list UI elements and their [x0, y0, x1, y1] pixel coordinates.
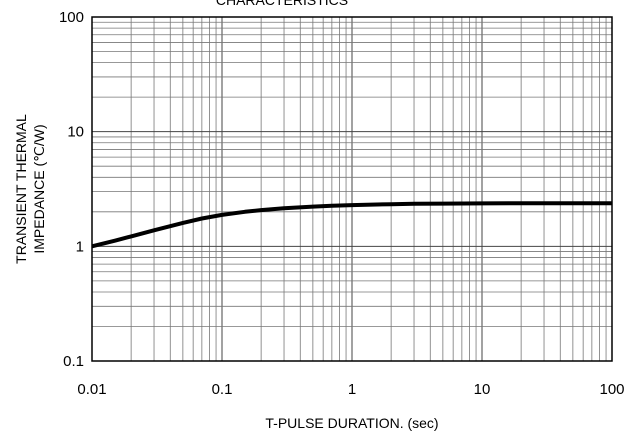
- y-tick-label: 100: [59, 9, 84, 26]
- chart-title: CHARACTERISTICS: [216, 0, 348, 8]
- y-tick-label: 10: [67, 124, 84, 141]
- y-tick-labels: 0.1 1 10 100: [59, 9, 84, 370]
- x-tick-label: 100: [599, 381, 624, 398]
- y-axis-label-line-1: TRANSIENT THERMAL: [13, 114, 29, 264]
- x-tick-label: 1: [348, 381, 356, 398]
- y-axis-label-line-2: IMPEDANCE (℃/W): [31, 124, 47, 253]
- grid: [92, 17, 612, 361]
- x-tick-labels: 0.01 0.1 1 10 100: [77, 381, 624, 398]
- y-tick-label: 1: [76, 238, 84, 255]
- series-layer: [91, 201, 612, 249]
- x-tick-label: 0.01: [77, 381, 106, 398]
- x-axis-label: T-PULSE DURATION. (sec): [265, 415, 438, 431]
- x-tick-label: 0.1: [212, 381, 233, 398]
- plot-frame: [91, 16, 613, 362]
- x-tick-label: 10: [474, 381, 491, 398]
- series-line: [91, 201, 612, 249]
- y-tick-label: 0.1: [63, 353, 84, 370]
